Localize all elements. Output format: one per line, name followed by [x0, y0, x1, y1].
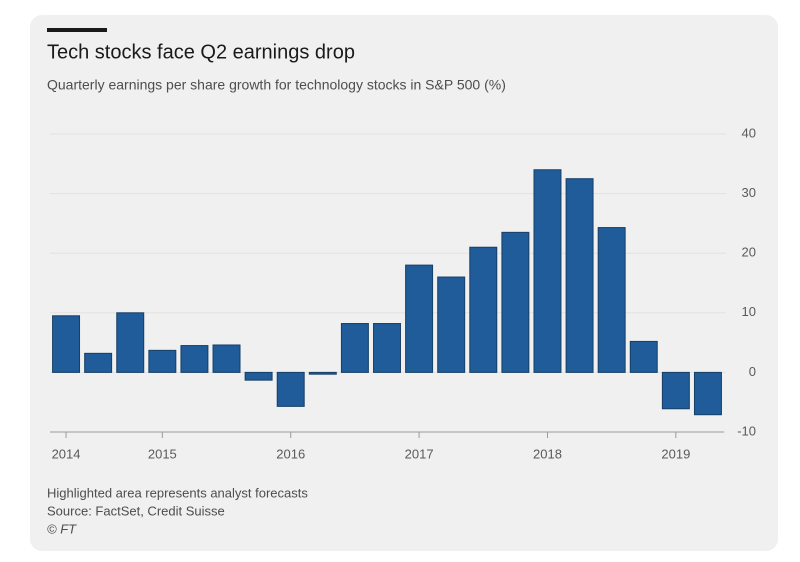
bar	[340, 323, 369, 373]
bar	[212, 344, 241, 373]
bar	[276, 371, 305, 407]
bar	[629, 340, 658, 373]
note: Highlighted area represents analyst fore…	[47, 485, 308, 500]
bar	[373, 323, 401, 373]
y-tick-label: 40	[742, 125, 756, 140]
y-tick-label: 0	[749, 364, 756, 379]
bar	[180, 345, 209, 373]
y-tick-label: 30	[742, 185, 756, 200]
bar	[661, 371, 690, 410]
x-tick-label: 2017	[405, 446, 434, 461]
bar	[148, 349, 177, 373]
bar	[565, 178, 594, 373]
bar	[308, 371, 337, 375]
bar	[84, 352, 113, 373]
card	[30, 15, 778, 551]
bar	[597, 227, 626, 373]
x-tick-label: 2016	[276, 446, 305, 461]
y-tick-label: -10	[737, 423, 756, 438]
y-tick-label: 10	[742, 304, 756, 319]
copyright: © FT	[47, 521, 77, 536]
x-tick-label: 2014	[52, 446, 81, 461]
x-tick-label: 2018	[533, 446, 562, 461]
bar	[244, 371, 273, 381]
x-tick-label: 2015	[148, 446, 177, 461]
header-rule	[47, 28, 107, 32]
y-tick-label: 20	[742, 245, 756, 260]
bar	[405, 264, 434, 373]
bar	[533, 169, 562, 373]
chart-subtitle: Quarterly earnings per share growth for …	[47, 77, 506, 93]
bar	[469, 246, 498, 373]
bar	[116, 312, 145, 373]
bar	[52, 315, 81, 373]
chart-title: Tech stocks face Q2 earnings drop	[47, 41, 355, 63]
source: Source: FactSet, Credit Suisse	[47, 503, 225, 518]
bar	[693, 371, 722, 416]
x-tick-label: 2019	[661, 446, 690, 461]
bar	[501, 231, 530, 373]
bar	[437, 276, 466, 373]
